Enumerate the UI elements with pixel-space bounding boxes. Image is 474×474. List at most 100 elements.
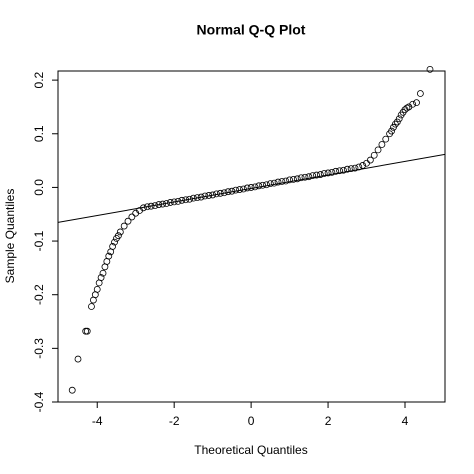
x-axis-label: Theoretical Quantiles <box>194 443 307 457</box>
point <box>324 169 332 177</box>
point <box>190 194 197 202</box>
point <box>395 115 403 123</box>
point <box>416 90 424 97</box>
point <box>332 167 340 175</box>
point <box>170 198 178 206</box>
point <box>378 141 386 148</box>
point <box>174 197 182 205</box>
point <box>143 203 151 211</box>
point <box>213 190 220 198</box>
point <box>336 167 343 175</box>
point <box>228 187 236 195</box>
point <box>320 170 328 177</box>
point <box>351 164 359 172</box>
y-tick-label: 0.1 <box>32 125 46 142</box>
point <box>155 201 163 208</box>
y-tick-label: -0.2 <box>32 284 46 305</box>
point <box>251 183 259 191</box>
point <box>388 127 395 135</box>
point <box>120 222 128 230</box>
point <box>163 200 170 207</box>
x-tick-label: -4 <box>92 414 103 428</box>
point <box>313 171 320 179</box>
point <box>382 135 390 143</box>
point <box>74 355 82 363</box>
point <box>247 184 255 191</box>
point <box>236 186 243 193</box>
point <box>301 173 309 181</box>
point <box>93 285 101 293</box>
y-tick-label: -0.3 <box>32 338 46 359</box>
x-tick-label: 4 <box>402 414 409 428</box>
point <box>97 274 105 281</box>
point <box>147 202 155 210</box>
point <box>359 162 367 169</box>
chart-title: Normal Q-Q Plot <box>197 22 306 38</box>
point <box>343 165 351 173</box>
point <box>178 196 186 204</box>
point <box>290 175 297 183</box>
point <box>220 189 228 197</box>
point <box>274 178 282 186</box>
point <box>347 165 355 173</box>
x-tick-label: 0 <box>248 414 255 428</box>
x-tick-label: 2 <box>325 414 332 428</box>
point <box>426 65 434 73</box>
point <box>370 151 378 159</box>
point <box>201 192 209 200</box>
point <box>340 166 347 174</box>
point <box>282 177 290 185</box>
point <box>186 195 193 203</box>
point <box>105 252 113 260</box>
x-tick-label: -2 <box>169 414 180 428</box>
point <box>159 200 167 208</box>
point <box>243 184 251 192</box>
point <box>99 269 107 277</box>
point <box>114 232 122 240</box>
point <box>88 303 95 310</box>
point <box>151 202 159 210</box>
reference-line <box>58 153 445 223</box>
point <box>83 327 91 335</box>
point <box>413 99 420 107</box>
point <box>297 174 305 182</box>
y-tick-label: -0.4 <box>32 391 46 412</box>
point <box>205 192 213 199</box>
point <box>286 176 293 184</box>
point <box>68 386 76 394</box>
y-tick-label: 0.2 <box>32 71 46 88</box>
point <box>366 156 374 164</box>
point <box>328 168 336 176</box>
point <box>128 213 136 221</box>
y-tick-label: 0.0 <box>32 179 46 196</box>
point <box>263 181 270 189</box>
point <box>259 181 267 189</box>
point <box>197 193 205 201</box>
point <box>391 120 399 128</box>
point <box>255 182 263 190</box>
point <box>403 104 411 112</box>
point <box>316 171 324 178</box>
point <box>116 228 124 236</box>
point <box>209 191 217 199</box>
plot-box <box>57 70 446 403</box>
y-tick-label: -0.1 <box>32 230 46 251</box>
point <box>278 178 286 185</box>
y-axis-label: Sample Quantiles <box>3 189 17 284</box>
point <box>293 175 301 183</box>
point <box>109 243 117 250</box>
point <box>232 186 240 194</box>
point <box>374 146 382 154</box>
point <box>166 199 174 206</box>
point <box>140 204 147 212</box>
point <box>216 189 224 197</box>
point <box>266 180 274 188</box>
point <box>305 173 313 181</box>
point <box>355 163 363 171</box>
point <box>111 238 118 246</box>
point <box>193 194 201 202</box>
point <box>409 100 417 108</box>
point <box>224 188 232 196</box>
point <box>182 196 190 204</box>
